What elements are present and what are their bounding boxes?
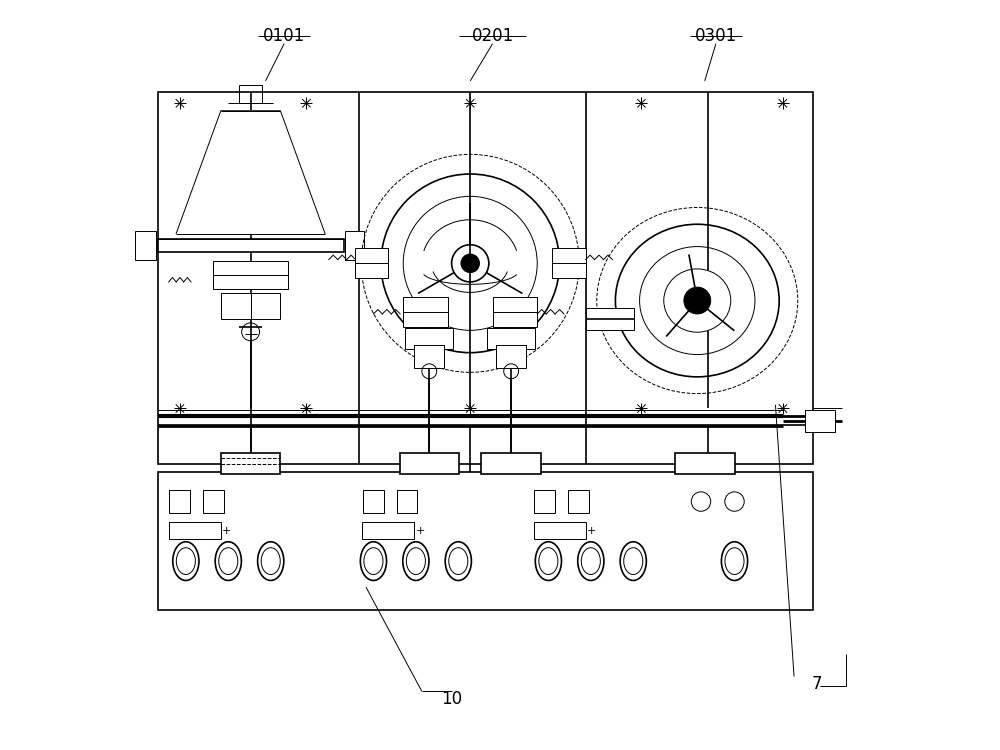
Bar: [169, 523, 221, 538]
Bar: [397, 490, 417, 513]
Bar: [568, 490, 589, 513]
Bar: [135, 231, 156, 260]
Bar: [213, 261, 288, 290]
Bar: [405, 328, 453, 349]
Bar: [552, 248, 586, 278]
Bar: [158, 92, 813, 464]
Bar: [493, 297, 537, 326]
Bar: [534, 523, 586, 538]
Bar: [586, 308, 634, 330]
Bar: [158, 472, 813, 610]
Bar: [400, 453, 459, 474]
Circle shape: [684, 287, 711, 314]
Bar: [221, 453, 280, 474]
Bar: [805, 410, 835, 432]
Text: 0301: 0301: [695, 27, 737, 45]
Bar: [169, 490, 190, 513]
Polygon shape: [176, 111, 325, 233]
Bar: [481, 453, 541, 474]
Bar: [355, 248, 388, 278]
Bar: [403, 297, 448, 326]
Bar: [363, 490, 384, 513]
Text: +: +: [416, 526, 425, 536]
Text: +: +: [587, 526, 596, 536]
Circle shape: [461, 254, 479, 272]
Bar: [203, 490, 224, 513]
Text: 0201: 0201: [471, 27, 514, 45]
Bar: [362, 523, 414, 538]
Bar: [496, 345, 526, 368]
Bar: [221, 293, 280, 320]
Bar: [414, 345, 444, 368]
Bar: [534, 490, 555, 513]
Bar: [239, 85, 262, 104]
Bar: [487, 328, 535, 349]
Text: 0101: 0101: [263, 27, 305, 45]
Text: 10: 10: [441, 690, 462, 708]
Ellipse shape: [664, 269, 731, 332]
Text: +: +: [222, 526, 231, 536]
Bar: [345, 231, 364, 260]
Text: 7: 7: [811, 675, 822, 693]
Circle shape: [452, 244, 489, 282]
Bar: [675, 453, 735, 474]
Bar: [158, 238, 344, 252]
